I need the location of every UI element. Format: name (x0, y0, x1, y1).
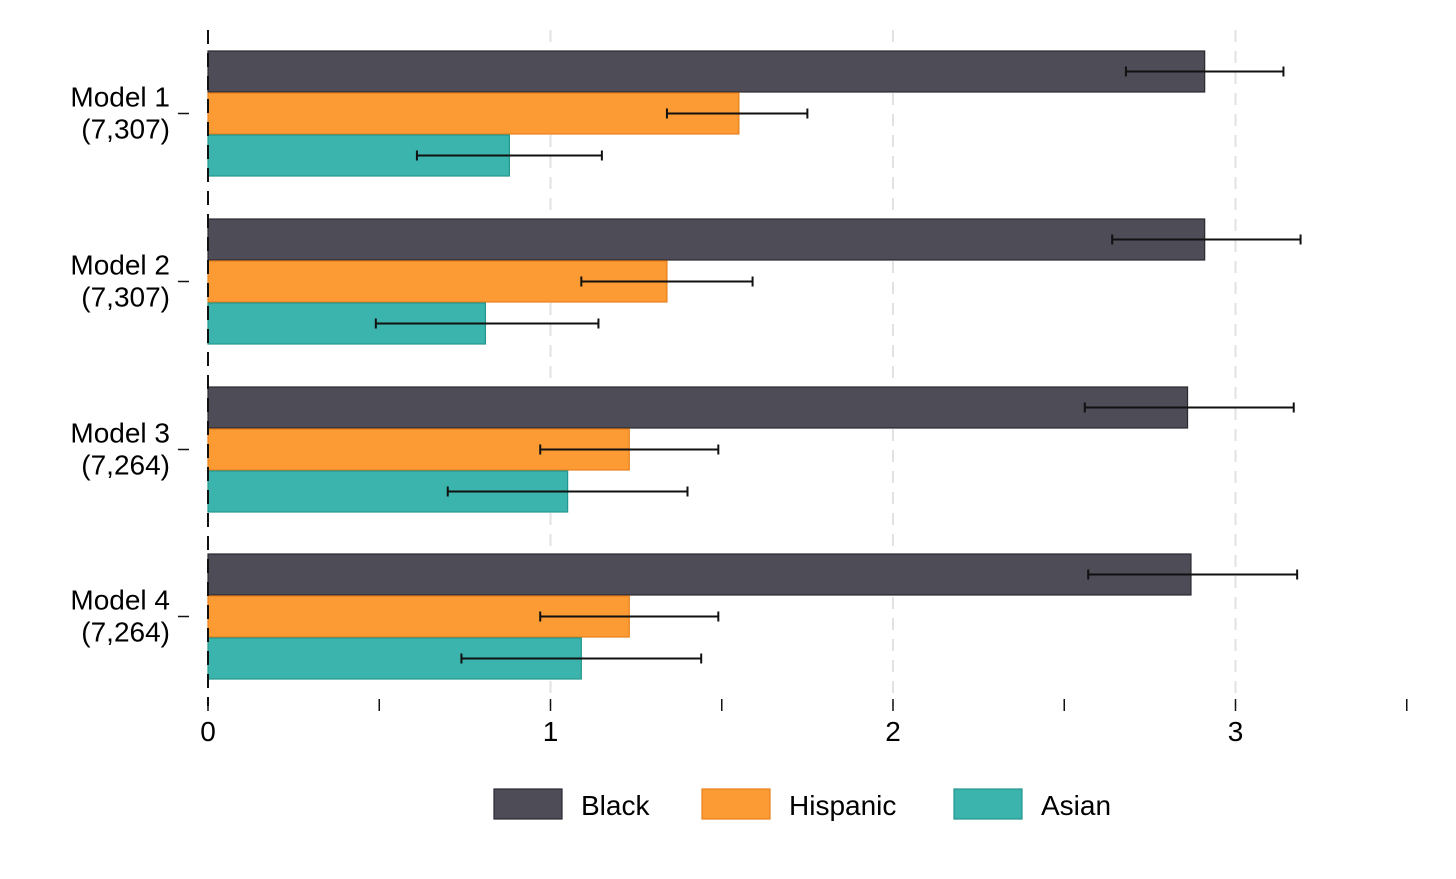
errorbar-layer (374, 66, 1302, 664)
legend-asian-label: Asian (1041, 790, 1111, 821)
bar-hispanic-1 (207, 92, 740, 135)
legend-hispanic-swatch (701, 788, 771, 820)
x-tick-label-0: 0 (200, 716, 216, 747)
x-tick-label-2: 2 (885, 716, 901, 747)
bar-black-1 (207, 50, 1206, 93)
bar-black-3 (207, 386, 1189, 429)
bar-black-2 (207, 218, 1206, 261)
category-n-label-4: (7,264) (81, 617, 170, 648)
legend-asian-swatch (953, 788, 1023, 820)
category-label-3: Model 3 (70, 418, 170, 449)
category-n-label-2: (7,307) (81, 282, 170, 313)
legend-black-label: Black (581, 790, 650, 821)
legend-black-swatch (493, 788, 563, 820)
category-label-2: Model 2 (70, 250, 170, 281)
legend-hispanic-label: Hispanic (789, 790, 896, 821)
category-label-1: Model 1 (70, 82, 170, 113)
bar-black-4 (207, 553, 1192, 596)
axis-layer (178, 30, 1408, 711)
legend-layer: Black Hispanic Asian (493, 788, 1111, 821)
category-n-label-3: (7,264) (81, 450, 170, 481)
category-label-4: Model 4 (70, 585, 170, 616)
x-tick-label-3: 3 (1228, 716, 1244, 747)
category-n-label-1: (7,307) (81, 114, 170, 145)
grid-layer (549, 30, 1237, 706)
bar-layer (207, 50, 1206, 680)
x-tick-label-1: 1 (543, 716, 559, 747)
